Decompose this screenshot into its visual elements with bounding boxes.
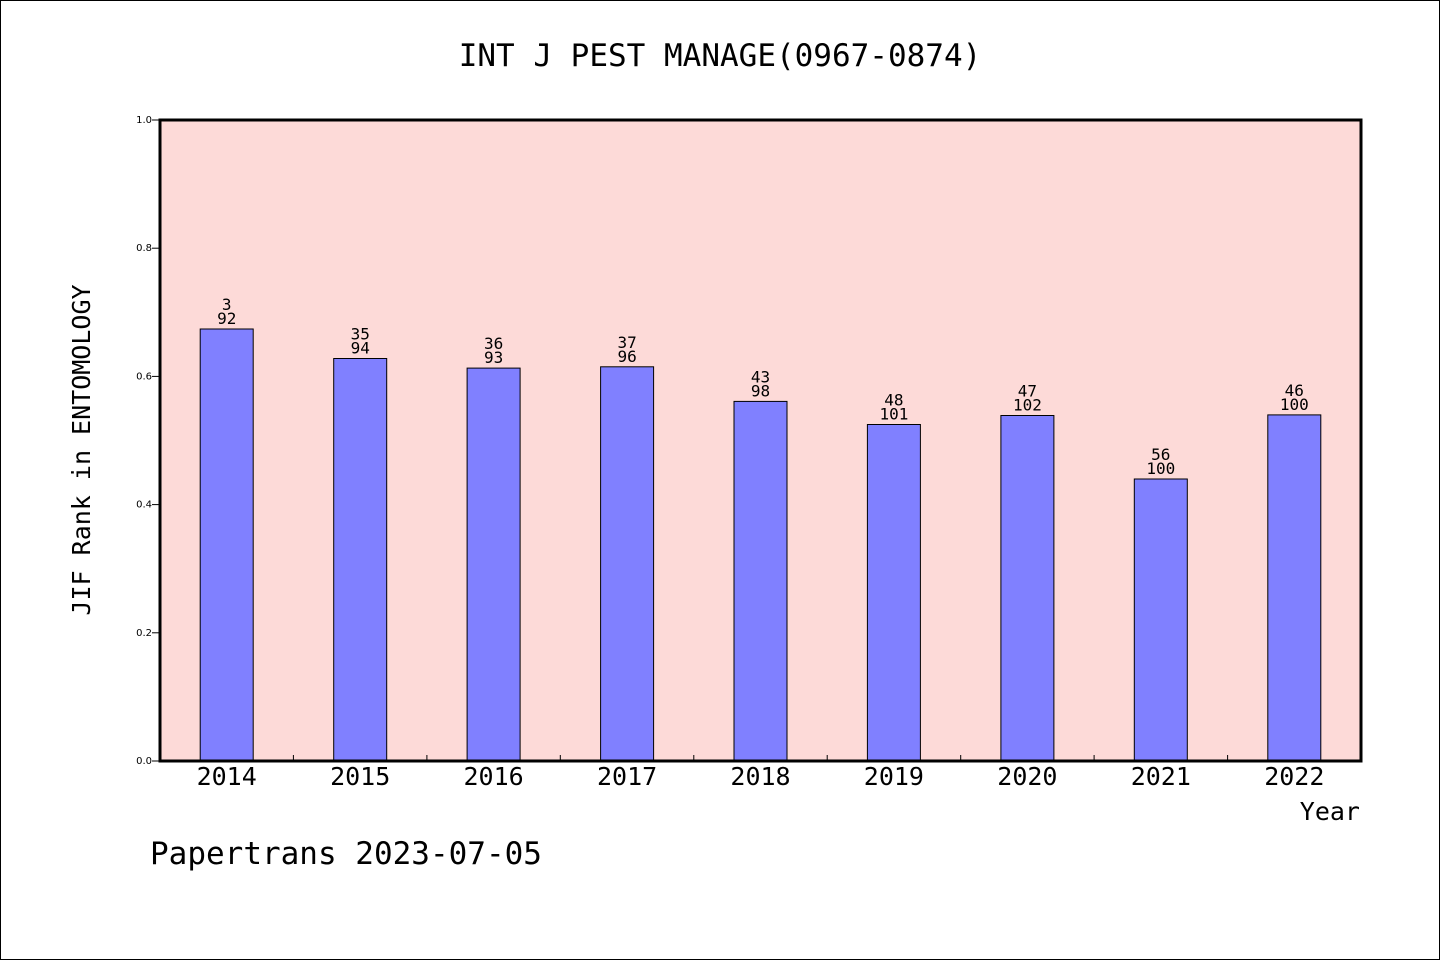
x-tick-label-2020: 2020	[997, 762, 1057, 791]
bar-rank-label-2017: 37	[617, 333, 636, 352]
x-tick-label-2021: 2021	[1131, 762, 1191, 791]
bar-2014	[199, 328, 254, 762]
bar-2019	[866, 424, 921, 762]
x-axis-ticks: 2014 2015 2016 2017 2018 2019 2020 2021 2022	[197, 755, 1324, 791]
bar-rank-label-2019: 48	[884, 391, 903, 410]
bar-total-label-2021: 100	[1146, 459, 1175, 478]
bar-rank-label-2018: 43	[751, 367, 770, 386]
footer-text: Papertrans 2023-07-05	[150, 836, 542, 872]
bar-2017	[600, 366, 655, 762]
x-tick-label-2017: 2017	[597, 762, 657, 791]
bar-2015	[333, 358, 388, 762]
x-tick-label-2022: 2022	[1264, 762, 1324, 791]
bar-rank-label-2022: 46	[1285, 381, 1304, 400]
x-axis-label: Year	[1300, 797, 1360, 826]
plot-border	[158, 118, 1363, 763]
x-tick-label-2018: 2018	[730, 762, 790, 791]
bar-total-label-2015: 94	[351, 339, 370, 358]
bar-2020	[1000, 415, 1055, 762]
bar-2022	[1267, 414, 1322, 762]
bar-total-label-2020: 102	[1013, 396, 1042, 415]
x-tick-label-2019: 2019	[864, 762, 924, 791]
bars-group	[199, 328, 1322, 762]
bar-total-label-2022: 100	[1280, 395, 1309, 414]
bar-rank-label-2021: 56	[1151, 445, 1170, 464]
bar-rank-label-2020: 47	[1018, 382, 1037, 401]
bar-total-label-2016: 93	[484, 348, 503, 367]
bar-2021	[1133, 478, 1188, 762]
bar-total-label-2014: 92	[217, 309, 236, 328]
x-tick-label-2014: 2014	[197, 762, 257, 791]
y-axis-ticks: 0.0 0.2 0.4 0.6 0.8 1.0	[136, 115, 160, 767]
y-axis-label: JIF Rank in ENTOMOLOGY	[67, 284, 96, 615]
bar-total-label-2017: 96	[617, 347, 636, 366]
bar-rank-label-2015: 35	[351, 325, 370, 344]
bar-total-label-2019: 101	[879, 405, 908, 424]
x-tick-label-2016: 2016	[463, 762, 523, 791]
bar-2018	[733, 400, 788, 762]
bar-2016	[466, 367, 521, 762]
x-tick-label-2015: 2015	[330, 762, 390, 791]
y-tick-label-0.6: 0.6	[136, 371, 152, 382]
y-tick-label-0.2: 0.2	[136, 628, 152, 639]
chart-title: INT J PEST MANAGE(0967-0874)	[459, 38, 982, 74]
bar-rank-label-2016: 36	[484, 334, 503, 353]
y-tick-label-0.0: 0.0	[136, 756, 152, 767]
y-tick-label-1.0: 1.0	[136, 115, 152, 126]
bar-rank-label-2014: 3	[222, 295, 232, 314]
y-tick-label-0.8: 0.8	[136, 243, 152, 254]
y-tick-label-0.4: 0.4	[136, 500, 152, 511]
bar-total-label-2018: 98	[751, 381, 770, 400]
